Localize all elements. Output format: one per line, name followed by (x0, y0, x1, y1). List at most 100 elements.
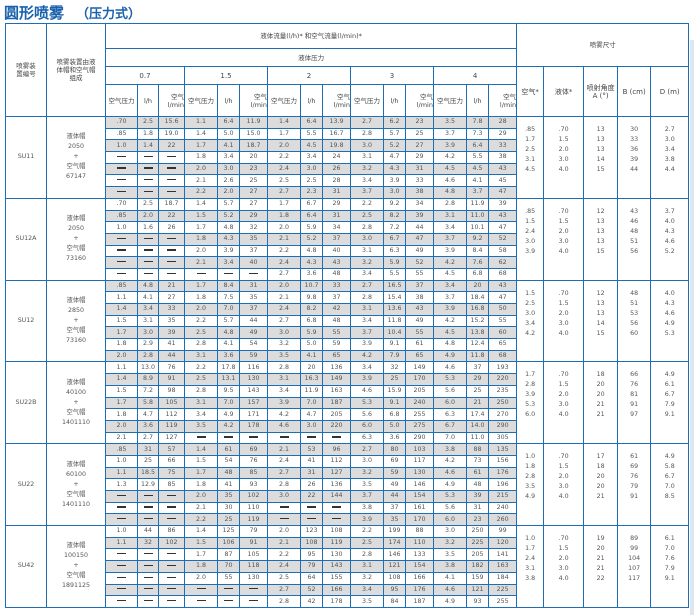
spray-size-value: 5.3 (664, 329, 675, 337)
data-cell (105, 571, 138, 585)
data-cell: 49 (405, 314, 434, 328)
data-cell: 43 (405, 303, 434, 316)
dash-mark (279, 506, 289, 508)
data-cell (137, 186, 159, 199)
data-cell: 88 (466, 443, 489, 456)
composition-line: + (73, 480, 79, 488)
data-cell: 5.9 (300, 221, 323, 234)
data-cell: 3.0 (300, 419, 323, 433)
data-cell: 154 (405, 490, 434, 503)
spray-size-value: 19 (596, 535, 605, 543)
data-cell (217, 595, 240, 608)
data-cell: 2.8 (350, 291, 384, 304)
header-pressure-0.7: 0.7 (105, 66, 185, 85)
data-cell: 8.9 (137, 373, 159, 386)
data-cell: 11.8 (466, 349, 489, 363)
dash-mark (224, 599, 233, 602)
data-cell: 37 (405, 279, 434, 293)
scrollbar[interactable] (690, 40, 694, 615)
spray-size-value: 7.0 (664, 545, 675, 553)
spray-size-value: 6.7 (664, 473, 675, 481)
dash-mark (143, 553, 153, 555)
data-cell: 163 (487, 560, 518, 573)
table-row: 1.8 70 118 2.4 79 143 3.1 121 154 3.8 182 163 (6, 560, 689, 573)
spray-size-value: 4.5 (525, 166, 536, 173)
nozzle-id: SU22B (5, 361, 47, 445)
data-cell: 159 (466, 571, 489, 585)
data-cell: 17.8 (217, 361, 240, 375)
dash-mark (117, 506, 126, 508)
data-cell: 3.1 (350, 151, 384, 164)
data-cell (158, 501, 185, 515)
data-cell: 66 (158, 454, 185, 468)
data-cell: 37 (466, 361, 489, 375)
data-cell: 127 (158, 431, 185, 445)
spray-size-liquid: .70 1.5 2.0 3.0 4.0 (543, 116, 585, 199)
data-cell: 5.5 (383, 267, 406, 281)
data-cell: 9.2 (466, 232, 489, 246)
data-cell: 4.1 (217, 338, 240, 351)
data-cell: 103 (405, 443, 434, 456)
dash-mark (224, 588, 233, 590)
header-composition: 喷雾装置由液体帽和空气帽组成 (46, 23, 106, 117)
spray-size-value: 18 (596, 463, 605, 471)
spray-size-value: .85 (525, 207, 536, 215)
data-cell: 3.4 (184, 408, 218, 421)
data-cell: 2.7 (350, 279, 384, 293)
data-cell: 5.6 (433, 384, 467, 398)
data-cell: 5.2 (300, 232, 323, 246)
data-cell: 3.7 (433, 291, 467, 304)
spray-size-value: 1.8 (525, 463, 536, 471)
table-row: 2.0 55 130 2.5 64 155 3.2 108 166 4.1 159 184 (6, 571, 689, 585)
data-cell: 3.4 (350, 361, 384, 375)
data-cell: 13.0 (137, 361, 159, 375)
data-cell: 3.1 (433, 209, 467, 223)
data-cell: 18.7 (239, 139, 268, 153)
data-cell (158, 256, 185, 269)
data-cell: 5.2 (217, 209, 240, 223)
data-cell: 5.0 (383, 419, 406, 433)
data-cell: 59 (322, 338, 351, 351)
data-cell (105, 513, 138, 527)
data-cell: 1.5 (105, 314, 138, 328)
composition-line: 73160 (65, 255, 87, 263)
data-cell: 3.7 (350, 186, 384, 199)
spray-size-value: 5.2 (664, 247, 675, 255)
data-cell: 2.1 (267, 443, 301, 456)
dash-mark (307, 518, 316, 520)
data-cell: 270 (487, 408, 518, 421)
data-cell: 156 (487, 454, 518, 468)
data-cell: 119 (239, 513, 268, 527)
data-cell: 3.2 (350, 571, 384, 585)
data-cell: 13.9 (322, 116, 351, 129)
spray-size-value: 21 (596, 555, 605, 563)
data-cell: 52 (487, 232, 518, 246)
data-cell (158, 244, 185, 258)
data-cell: 260 (487, 513, 518, 527)
dash-mark (167, 190, 176, 193)
data-cell: 2.7 (267, 186, 301, 199)
spray-size-value: 43 (630, 207, 639, 215)
data-cell: 2.4 (267, 303, 301, 316)
dash-mark (279, 518, 289, 520)
data-cell: 133 (405, 548, 434, 562)
data-cell: 1.0 (105, 221, 138, 234)
data-cell (105, 490, 138, 503)
data-cell: 91 (239, 536, 268, 550)
data-cell (184, 583, 218, 597)
data-cell: 7.9 (383, 349, 406, 363)
spray-size-value: 4.0 (664, 289, 675, 297)
table-row: 2.1 30 110 3.8 37 161 5.6 31 240 (6, 501, 689, 515)
data-cell: 55 (322, 326, 351, 340)
data-cell: 4.2 (433, 314, 467, 328)
data-cell (137, 244, 159, 258)
data-cell: 22 (158, 209, 185, 223)
data-cell: 2.5 (350, 209, 384, 223)
data-cell: 6.2 (383, 116, 406, 129)
data-cell: 3.9 (267, 396, 301, 410)
data-cell: 1.8 (184, 232, 218, 246)
spray-size-b: 30 33 36 39 44 (617, 116, 652, 199)
data-cell: 3.2 (433, 536, 467, 550)
data-cell: 44 (383, 490, 406, 503)
data-cell: 42 (322, 303, 351, 316)
